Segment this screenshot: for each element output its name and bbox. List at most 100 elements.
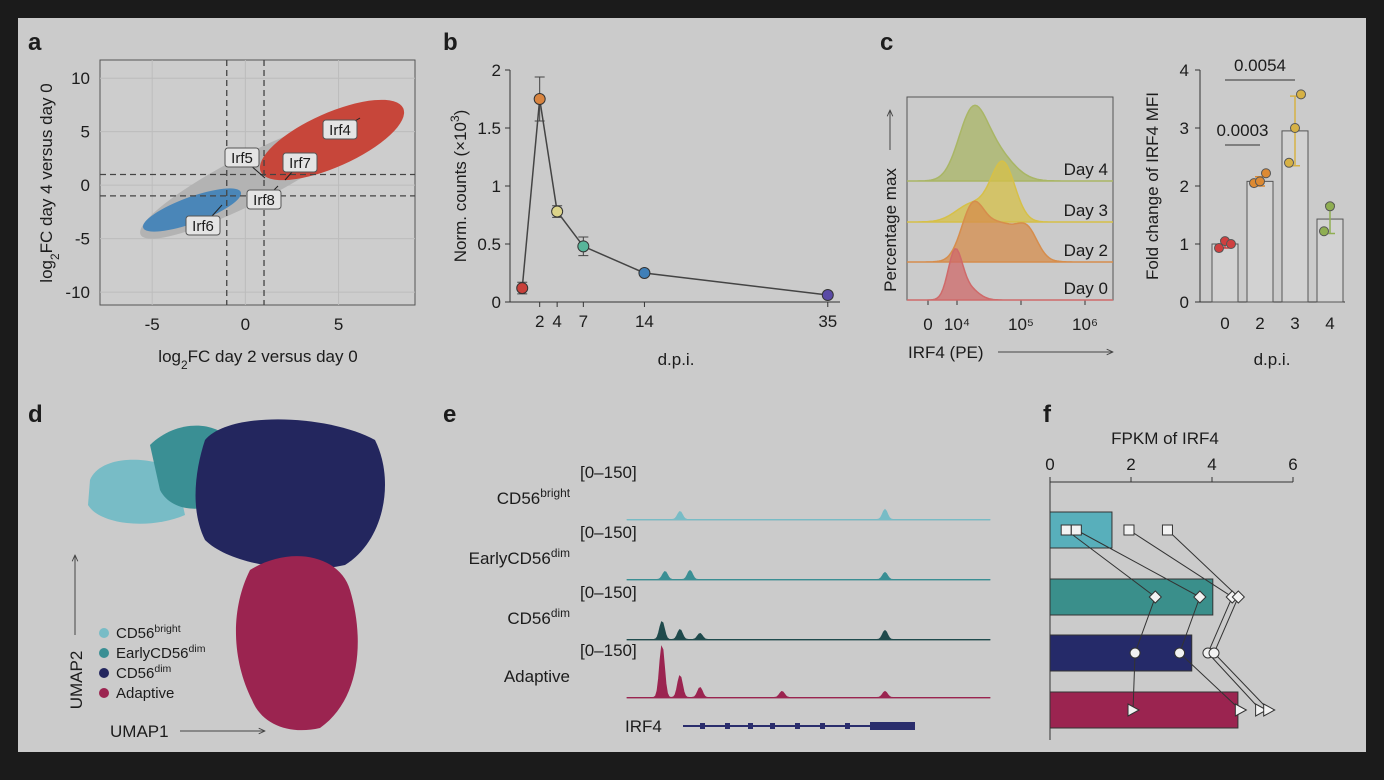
gene-box	[282, 152, 318, 173]
histogram	[907, 247, 1113, 301]
gene-label: Irf6	[192, 218, 214, 235]
panel-label: e	[443, 401, 456, 428]
donor-marker	[1161, 524, 1173, 536]
x-tick-label: 4	[1325, 314, 1334, 333]
donor-marker	[1231, 590, 1246, 604]
donor-marker	[1129, 647, 1141, 659]
y-tick-label: 2	[492, 61, 501, 80]
y-axis-label-part: 3	[448, 115, 462, 122]
chart-title: FPKM of IRF4	[1111, 429, 1219, 448]
gene-exon	[748, 723, 753, 729]
donor-line	[1167, 529, 1270, 711]
x-tick-label: 0	[1045, 455, 1054, 474]
gene-box	[246, 189, 282, 210]
x-tick-label: 0	[241, 315, 250, 334]
gene-exon	[725, 723, 730, 729]
y-axis-label-part: FC day 4 versus day 0	[37, 83, 56, 253]
series-label: Day 2	[1064, 241, 1108, 260]
replicate-point	[1255, 176, 1265, 187]
donor-marker	[1174, 647, 1186, 659]
donor-marker	[1123, 524, 1135, 536]
track-label-part: dim	[551, 606, 570, 620]
panel-label: a	[28, 29, 42, 56]
series-label: Day 3	[1064, 201, 1108, 220]
p-value: 0.0003	[1217, 121, 1269, 140]
y-axis-label: Fold change of IRF4 MFI	[1143, 92, 1162, 280]
y-tick-label: 10	[71, 69, 90, 88]
y-axis-label-part: 2	[48, 253, 62, 260]
donor-marker	[1127, 703, 1141, 717]
y-axis-label: Norm. counts (×103)	[448, 110, 470, 263]
legend-label-part: bright	[154, 623, 180, 635]
legend-label: CD56dim	[116, 663, 172, 682]
cluster	[195, 419, 385, 569]
track-label-part: CD56	[497, 489, 540, 508]
gene-box	[322, 119, 358, 140]
bar	[1049, 578, 1214, 616]
x-axis-label: log2FC day 2 versus day 0	[158, 347, 357, 372]
donor-line	[1128, 529, 1261, 711]
track-label: EarlyCD56dim	[469, 546, 570, 568]
y-tick-label: 3	[1180, 119, 1189, 138]
bar	[1211, 243, 1239, 303]
replicate-point	[1319, 226, 1329, 237]
x-tick-label: 4	[1207, 455, 1216, 474]
x-tick-label: 7	[579, 312, 588, 331]
gene-exon	[700, 723, 705, 729]
x-tick-label: 2	[1255, 314, 1264, 333]
x-axis-label-part: FC day 2 versus day 0	[188, 347, 358, 366]
donor-marker	[1208, 647, 1220, 659]
x-axis-label: d.p.i.	[658, 350, 695, 369]
x-axis-label-part: log	[158, 347, 181, 366]
y-tick-label: 1.5	[477, 119, 501, 138]
legend-label-part: CD56	[116, 665, 154, 682]
donor-marker	[1234, 703, 1248, 717]
cluster	[235, 556, 358, 731]
legend-marker	[99, 688, 109, 698]
gene-exon	[795, 723, 800, 729]
y-axis-label: UMAP2	[67, 651, 86, 710]
donor-marker	[1148, 590, 1163, 604]
histogram	[907, 160, 1113, 223]
gene-label: Irf5	[231, 150, 253, 167]
track-range: [0–150]	[580, 523, 637, 542]
gene-exon	[820, 723, 825, 729]
replicate-point	[1325, 201, 1335, 212]
gene-label: Irf8	[253, 192, 275, 209]
donor-marker	[1263, 703, 1276, 717]
coverage-track	[626, 645, 991, 699]
coverage-track	[626, 569, 991, 581]
track-range: [0–150]	[580, 641, 637, 660]
legend-marker	[99, 648, 109, 658]
panel-label: f	[1043, 401, 1052, 428]
legend-label: Adaptive	[116, 685, 174, 702]
y-tick-label: 4	[1180, 61, 1189, 80]
x-tick-label: -5	[145, 315, 160, 334]
x-tick-label: 0	[1220, 314, 1229, 333]
legend-label: EarlyCD56dim	[116, 643, 206, 662]
gene-box	[224, 147, 260, 168]
x-tick-label: 10⁴	[944, 315, 970, 334]
track-label-part: EarlyCD56	[469, 549, 551, 568]
x-axis-label: d.p.i.	[1254, 350, 1291, 369]
donor-line	[1065, 529, 1156, 711]
replicate-point	[1296, 89, 1306, 100]
track-range: [0–150]	[580, 583, 637, 602]
point	[516, 282, 529, 295]
gene-name: IRF4	[625, 717, 662, 736]
replicate-point	[1261, 168, 1271, 179]
replicate-point	[1214, 243, 1224, 254]
track-label: Adaptive	[504, 667, 570, 686]
y-tick-label: -10	[65, 283, 90, 302]
x-tick-label: 2	[1126, 455, 1135, 474]
gene-label: Irf4	[329, 122, 351, 139]
gene-exon	[870, 722, 915, 730]
donor-marker	[1193, 590, 1207, 604]
track-label: CD56bright	[497, 486, 571, 508]
p-value: 0.0054	[1234, 56, 1286, 75]
y-axis-label-part: log	[37, 260, 56, 283]
legend-marker	[99, 628, 109, 638]
gene-label: Irf7	[289, 155, 311, 172]
replicate-point	[1290, 123, 1300, 133]
x-axis-label: IRF4 (PE)	[908, 343, 984, 362]
